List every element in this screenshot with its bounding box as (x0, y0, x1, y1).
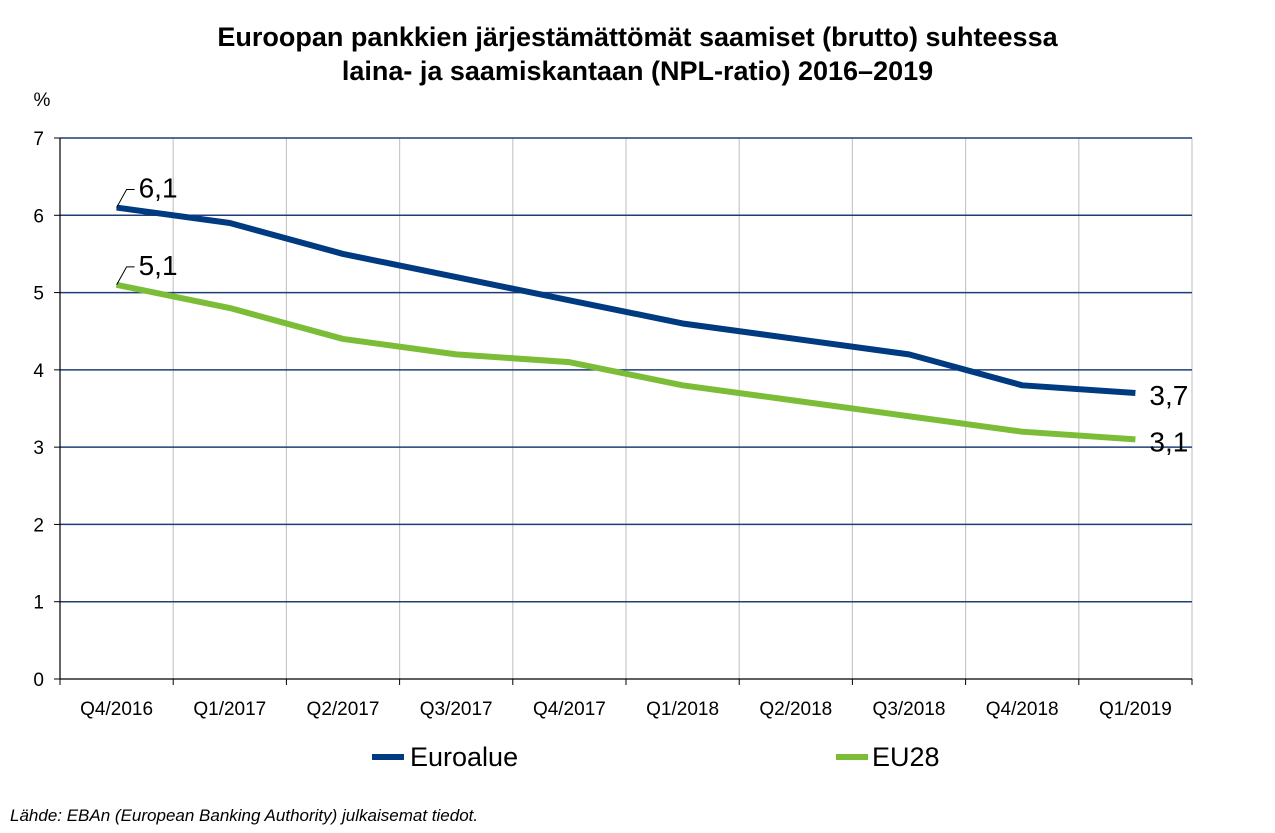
y-tick-label: 4 (33, 361, 44, 382)
x-tick-label: Q3/2017 (420, 699, 493, 720)
legend-label-eu28: EU28 (872, 742, 940, 772)
x-tick-label: Q3/2018 (873, 699, 946, 720)
x-tick-label: Q1/2018 (646, 699, 719, 720)
y-tick-label: 0 (33, 670, 44, 691)
x-tick-label: Q4/2017 (533, 699, 606, 720)
series-line-euroalue (116, 204, 1136, 397)
series-lines (115, 204, 1136, 443)
legend-label-euroalue: Euroalue (410, 742, 518, 772)
y-tick-label: 6 (33, 206, 44, 227)
grid (60, 137, 1193, 679)
x-tick-label: Q1/2019 (1099, 699, 1172, 720)
x-tick-label: Q4/2016 (80, 699, 153, 720)
legend: Euroalue EU28 (372, 742, 940, 772)
first-value-label: 5,1 (139, 250, 178, 281)
chart-title-line-2: laina- ja saamiskantaan (NPL-ratio) 2016… (341, 56, 934, 86)
first-label-leader (116, 266, 135, 286)
y-tick-label: 2 (33, 515, 44, 536)
x-tick-label: Q2/2017 (307, 699, 380, 720)
first-label-leader (116, 189, 135, 208)
x-tick-label: Q4/2018 (986, 699, 1059, 720)
series-line-eu28 (115, 281, 1136, 443)
data-labels: 6,1 3,7 5,1 3,1 (116, 173, 1188, 457)
y-tick-label: 3 (33, 438, 44, 459)
y-axis-label: % (34, 90, 51, 111)
y-tick-label: 5 (33, 284, 44, 305)
first-value-label: 6,1 (139, 173, 178, 204)
last-value-label: 3,7 (1149, 380, 1188, 411)
y-tick-label: 1 (33, 593, 44, 614)
y-tick-label: 7 (33, 129, 44, 150)
chart-title: Euroopan pankkien järjestämättömät saami… (0, 20, 1275, 88)
x-tick-label: Q2/2018 (759, 699, 832, 720)
x-tick-label: Q1/2017 (193, 699, 266, 720)
chart-title-line-1: Euroopan pankkien järjestämättömät saami… (217, 22, 1058, 52)
axes: 0 1 2 3 4 5 6 7% Q4/2016 Q1/2017 Q2/2017 Q3/2017 Q4/… (33, 90, 1193, 720)
source-note: Lähde: EBAn (European Banking Authority)… (10, 806, 479, 825)
last-value-label: 3,1 (1149, 426, 1188, 457)
